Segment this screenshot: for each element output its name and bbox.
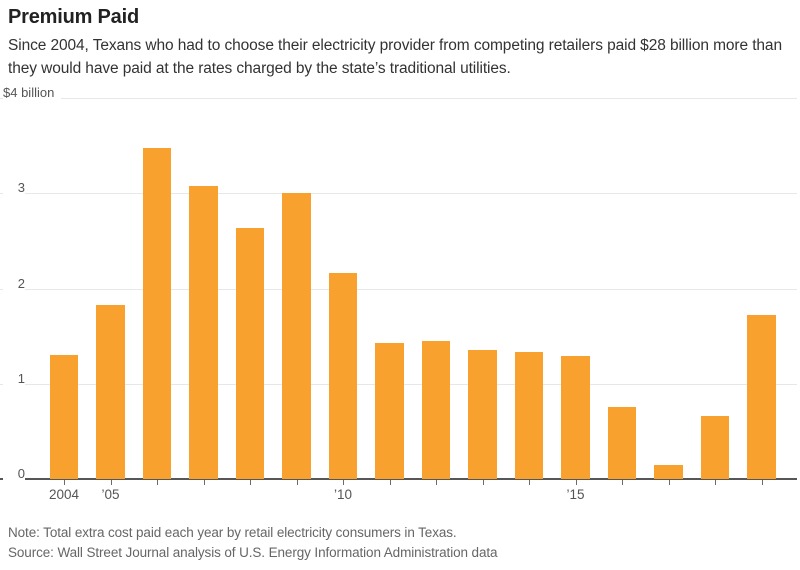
bar-2016 <box>607 406 637 479</box>
bar-2018 <box>700 416 730 479</box>
x-axis-tick-2014 <box>529 480 530 485</box>
y-axis-label-4: $4 billion <box>3 85 62 100</box>
chart-title: Premium Paid <box>8 6 139 28</box>
x-axis-label-2015: ’15 <box>566 487 585 502</box>
x-axis-tick-2015 <box>575 480 577 485</box>
chart-note: Note: Total extra cost paid each year by… <box>8 525 457 540</box>
bar-2013 <box>468 350 497 479</box>
x-axis-tick-2005 <box>110 480 112 485</box>
x-axis-label-2005: ’05 <box>101 487 120 502</box>
x-axis-tick-2006 <box>157 480 158 485</box>
x-axis-label-2010: ’10 <box>333 487 353 502</box>
bar-2015 <box>561 356 590 479</box>
x-axis-tick-2008 <box>250 480 251 485</box>
bar-2017 <box>654 464 683 479</box>
x-axis-tick-2013 <box>482 480 484 485</box>
bar-2005 <box>96 304 125 479</box>
bar-2006 <box>142 148 172 479</box>
bar-2008 <box>235 227 265 479</box>
bar-2011 <box>375 342 404 479</box>
bar-2019 <box>747 315 776 479</box>
x-axis-tick-2004 <box>64 480 65 485</box>
y-axis-label-0: 0 <box>3 466 25 481</box>
bar-2007 <box>189 185 218 479</box>
chart-subtitle: Since 2004, Texans who had to choose the… <box>8 37 782 77</box>
x-axis-tick-2011 <box>389 480 391 485</box>
chart-source: Source: Wall Street Journal analysis of … <box>8 545 498 560</box>
x-axis-tick-2017 <box>668 480 670 485</box>
x-axis-tick-2009 <box>296 480 298 485</box>
bar-2004 <box>49 355 79 479</box>
bar-2009 <box>282 193 311 479</box>
bar-chart: $4 billion 3 2 1 0 2004 ’05 ’10 ’15 <box>0 85 800 505</box>
bar-2014 <box>514 352 544 479</box>
x-axis-line <box>0 478 797 480</box>
gridline-4 <box>0 98 797 99</box>
y-axis-label-3: 3 <box>3 180 25 196</box>
x-axis-tick-2016 <box>622 480 623 485</box>
gridline-2 <box>0 288 797 290</box>
x-axis-tick-2019 <box>761 480 763 485</box>
gridline-3 <box>0 193 797 195</box>
x-axis-tick-2012 <box>436 480 437 485</box>
x-axis-label-2004: 2004 <box>48 487 80 502</box>
bar-2012 <box>421 340 451 479</box>
y-axis-label-2: 2 <box>3 275 25 291</box>
x-axis-tick-2018 <box>715 480 716 485</box>
bar-2010 <box>328 273 358 479</box>
y-axis-label-1: 1 <box>3 370 25 386</box>
x-axis-tick-2007 <box>203 480 205 485</box>
x-axis-tick-2010 <box>343 480 344 485</box>
